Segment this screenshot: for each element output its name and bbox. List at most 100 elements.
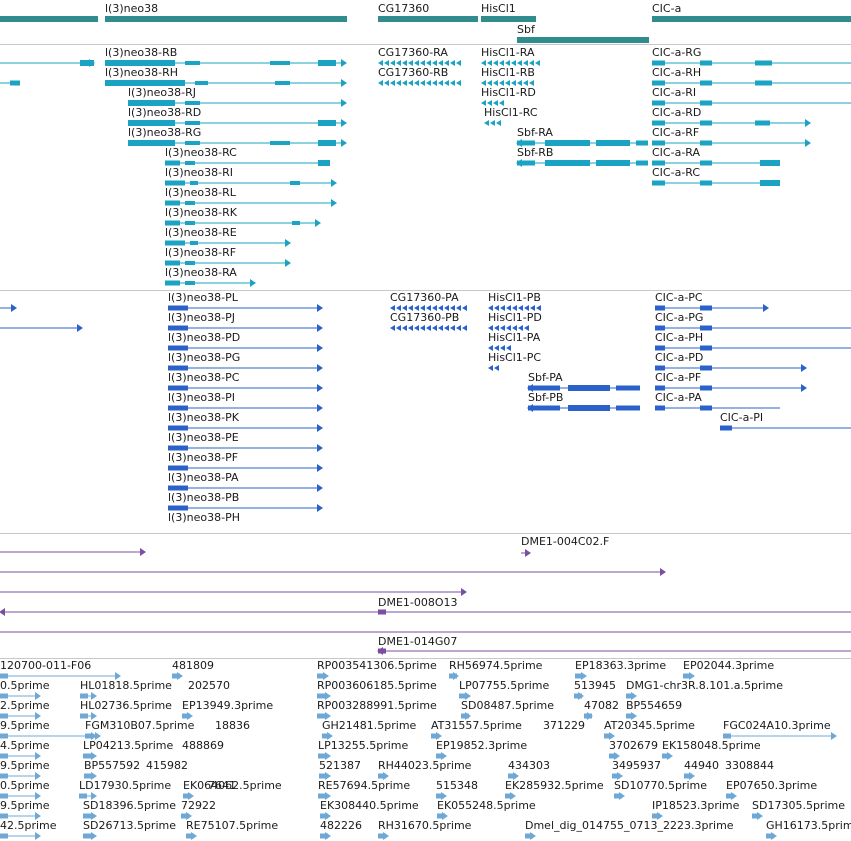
protein-label[interactable]: l(3)neo38-PI <box>168 391 235 404</box>
transcript-label[interactable]: l(3)neo38-RA <box>165 266 237 279</box>
est-label[interactable]: RE75107.5prime <box>186 819 279 832</box>
transcript-arrow[interactable] <box>341 139 347 147</box>
est-arrow[interactable] <box>91 812 97 820</box>
protein-arrow[interactable] <box>11 304 17 312</box>
est-exon[interactable] <box>0 753 8 759</box>
protein-arrow[interactable] <box>527 404 533 412</box>
protein-label[interactable]: l(3)neo38-PK <box>168 411 239 424</box>
est-label[interactable]: 515348 <box>436 779 478 792</box>
transcript-exon[interactable] <box>185 161 195 165</box>
transcript-exon[interactable] <box>652 100 665 106</box>
est-label[interactable]: 72922 <box>181 799 216 812</box>
protein-arrow[interactable] <box>317 324 323 332</box>
est-label[interactable]: EK308440.5prime <box>320 799 419 812</box>
protein-chevron[interactable] <box>500 305 505 311</box>
protein-arrow[interactable] <box>317 384 323 392</box>
transcript-exon[interactable] <box>652 120 665 126</box>
transcript-chevron[interactable] <box>438 60 443 66</box>
transcript-chevron[interactable] <box>517 60 522 66</box>
transcript-arrow[interactable] <box>516 139 522 147</box>
est-arrow[interactable] <box>35 752 41 760</box>
est-arrow[interactable] <box>325 752 331 760</box>
est-arrow[interactable] <box>325 692 331 700</box>
est-label[interactable]: 0.5prime <box>0 779 50 792</box>
protein-label[interactable]: CIC-a-PG <box>655 311 704 324</box>
est-exon[interactable] <box>752 813 760 819</box>
est-label[interactable]: SD08487.5prime <box>461 699 554 712</box>
transcript-arrow[interactable] <box>285 259 291 267</box>
est-arrow[interactable] <box>91 692 97 700</box>
transcript-exon[interactable] <box>755 120 770 126</box>
transcript-exon[interactable] <box>596 140 630 146</box>
protein-chevron[interactable] <box>530 305 535 311</box>
transcript-chevron[interactable] <box>378 80 383 86</box>
protein-chevron[interactable] <box>488 305 493 311</box>
est-exon[interactable] <box>0 673 8 679</box>
clone-arrow[interactable] <box>0 608 5 616</box>
est-label[interactable]: 3702679 <box>609 739 658 752</box>
est-arrow[interactable] <box>35 772 41 780</box>
est-label[interactable]: LP13255.5prime <box>318 739 409 752</box>
transcript-exon[interactable] <box>517 140 535 146</box>
transcript-exon[interactable] <box>318 60 336 66</box>
protein-chevron[interactable] <box>432 325 437 331</box>
est-exon[interactable] <box>614 793 622 799</box>
transcript-exon[interactable] <box>105 80 185 86</box>
protein-chevron[interactable] <box>420 325 425 331</box>
transcript-exon[interactable] <box>185 221 195 225</box>
est-label[interactable]: EK158048.5prime <box>662 739 761 752</box>
transcript-label[interactable]: HisCl1-RA <box>481 46 535 59</box>
est-label[interactable]: BP554659 <box>626 699 683 712</box>
est-label[interactable]: 4.5prime <box>0 739 50 752</box>
est-arrow[interactable] <box>831 732 837 740</box>
est-exon[interactable] <box>172 673 180 679</box>
protein-arrow[interactable] <box>77 324 83 332</box>
transcript-exon[interactable] <box>165 220 180 226</box>
est-label[interactable]: BP557592 <box>84 759 141 772</box>
est-label[interactable]: RH31670.5prime <box>378 819 472 832</box>
transcript-exon[interactable] <box>760 180 780 186</box>
transcript-exon[interactable] <box>652 160 665 166</box>
est-exon[interactable] <box>766 833 774 839</box>
est-exon[interactable] <box>80 713 88 719</box>
est-arrow[interactable] <box>465 692 471 700</box>
protein-label[interactable]: HisCl1-PC <box>488 351 542 364</box>
protein-chevron[interactable] <box>494 345 499 351</box>
protein-chevron[interactable] <box>494 305 499 311</box>
est-arrow[interactable] <box>91 792 97 800</box>
est-arrow[interactable] <box>617 772 623 780</box>
protein-chevron[interactable] <box>524 325 529 331</box>
protein-label[interactable]: CIC-a-PI <box>720 411 764 424</box>
transcript-chevron[interactable] <box>493 60 498 66</box>
est-arrow[interactable] <box>453 672 459 680</box>
protein-label[interactable]: CIC-a-PD <box>655 351 704 364</box>
est-exon[interactable] <box>683 673 691 679</box>
est-arrow[interactable] <box>186 812 192 820</box>
est-arrow[interactable] <box>578 692 584 700</box>
est-label[interactable]: 0.5prime <box>0 679 50 692</box>
clone-arrow[interactable] <box>461 588 467 596</box>
est-arrow[interactable] <box>530 832 536 840</box>
protein-chevron[interactable] <box>456 305 461 311</box>
transcript-chevron[interactable] <box>523 80 528 86</box>
est-label[interactable]: Dmel_dig_014755_0713_2223.3prime <box>525 819 734 832</box>
protein-exon[interactable] <box>168 345 188 351</box>
protein-chevron[interactable] <box>494 365 499 371</box>
transcript-chevron[interactable] <box>499 80 504 86</box>
transcript-exon[interactable] <box>652 180 665 186</box>
protein-chevron[interactable] <box>456 325 461 331</box>
transcript-exon[interactable] <box>185 141 200 145</box>
transcript-arrow[interactable] <box>89 59 95 67</box>
gene-bar[interactable] <box>0 16 98 22</box>
est-exon[interactable] <box>0 713 8 719</box>
transcript-label[interactable]: CIC-a-RG <box>652 46 702 59</box>
protein-chevron[interactable] <box>488 345 493 351</box>
transcript-chevron[interactable] <box>396 80 401 86</box>
est-exon[interactable] <box>652 813 660 819</box>
transcript-chevron[interactable] <box>432 60 437 66</box>
protein-label[interactable]: l(3)neo38-PL <box>168 291 238 304</box>
transcript-chevron[interactable] <box>432 80 437 86</box>
transcript-exon[interactable] <box>275 81 290 85</box>
protein-label[interactable]: l(3)neo38-PH <box>168 511 240 524</box>
protein-arrow[interactable] <box>317 484 323 492</box>
